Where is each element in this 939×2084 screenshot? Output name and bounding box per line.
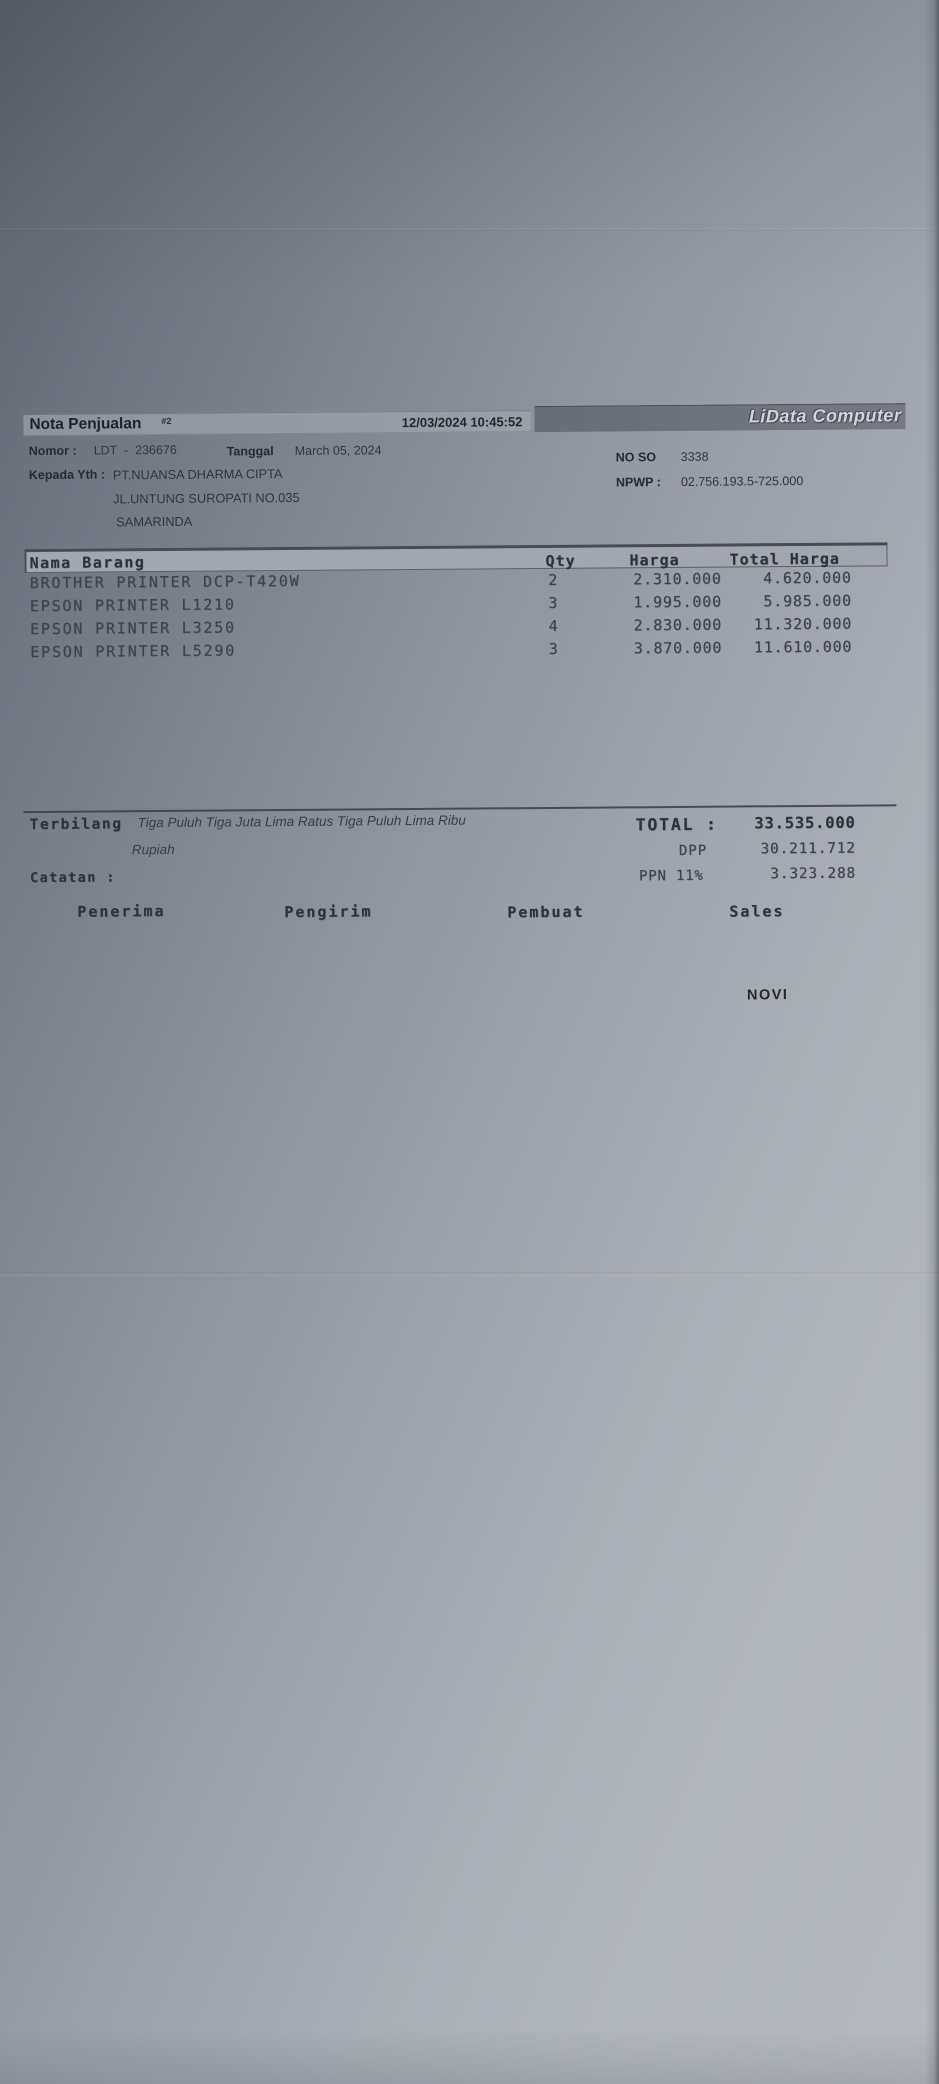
- no-so-value: 3338: [680, 449, 709, 464]
- terbilang-label: Terbilang: [29, 816, 123, 834]
- table-row-qty: 3: [548, 639, 558, 658]
- col-header-nama-barang: Nama Barang: [29, 553, 146, 573]
- signature-pengirim: Pengirim: [284, 902, 373, 922]
- table-row-price: 2.310.000: [633, 569, 722, 589]
- brand-logo: LiData Computer: [748, 405, 902, 427]
- customer-address-line2: SAMARINDA: [116, 513, 193, 530]
- print-timestamp: 12/03/2024 10:45:52: [401, 414, 523, 431]
- tanggal-label: Tanggal: [226, 444, 274, 459]
- signature-sales: Sales: [729, 902, 785, 921]
- table-row-qty: 3: [548, 593, 558, 612]
- signature-penerima: Penerima: [77, 902, 166, 921]
- table-row-price: 1.995.000: [633, 592, 722, 612]
- kepada-label: Kepada Yth :: [28, 467, 106, 483]
- terbilang-text-line2: Rupiah: [131, 841, 175, 858]
- col-header-total-harga: Total Harga: [729, 549, 840, 569]
- signature-pembuat: Pembuat: [507, 902, 585, 922]
- col-header-harga: Harga: [629, 550, 680, 570]
- table-row-name: EPSON PRINTER L3250: [29, 618, 236, 639]
- table-row-total: 5.985.000: [763, 591, 852, 611]
- table-row-qty: 4: [548, 616, 558, 635]
- photo-shadow-top: [0, 0, 939, 300]
- table-row-price: 3.870.000: [633, 638, 723, 658]
- paper-edge-bottom: [0, 2029, 939, 2084]
- nomor-value: LDT - 236676: [93, 442, 177, 458]
- sales-name: NOVI: [746, 987, 789, 1004]
- paper-crease-top: [0, 228, 939, 231]
- table-row-price: 2.830.000: [633, 615, 723, 635]
- brand-bar: LiData Computer: [534, 403, 906, 433]
- document-title: Nota Penjualan: [29, 415, 142, 434]
- table-row-qty: 2: [548, 570, 558, 589]
- paper-edge-right: [925, 0, 939, 2084]
- paper-crease-middle: [0, 1272, 939, 1276]
- table-row-name: BROTHER PRINTER DCP-T420W: [29, 571, 301, 593]
- ppn-value: 3.323.288: [770, 865, 857, 883]
- customer-name: PT.NUANSA DHARMA CIPTA: [112, 466, 283, 483]
- total-value: 33.535.000: [754, 813, 856, 833]
- dpp-label: DPP: [678, 842, 708, 859]
- document-title-bar: Nota Penjualan #2 12/03/2024 10:45:52: [23, 410, 531, 437]
- table-row-name: EPSON PRINTER L1210: [29, 595, 236, 616]
- npwp-value: 02.756.193.5-725.000: [680, 473, 804, 489]
- total-label: TOTAL :: [635, 814, 718, 835]
- ppn-label: PPN 11%: [638, 867, 704, 885]
- customer-address-line1: JL.UNTUNG SUROPATI NO.035: [112, 489, 300, 507]
- table-row-total: 11.320.000: [753, 614, 853, 634]
- npwp-label: NPWP :: [615, 475, 661, 490]
- no-so-label: NO SO: [615, 450, 657, 465]
- document-title-superscript: #2: [161, 415, 172, 427]
- table-row-total: 11.610.000: [753, 637, 853, 657]
- col-header-qty: Qty: [545, 551, 576, 571]
- nomor-label: Nomor :: [28, 443, 77, 459]
- table-row-name: EPSON PRINTER L5290: [30, 641, 237, 662]
- table-row-total: 4.620.000: [763, 568, 852, 588]
- dpp-value: 30.211.712: [760, 840, 856, 858]
- terbilang-text-line1: Tiga Puluh Tiga Juta Lima Ratus Tiga Pul…: [137, 812, 466, 831]
- tanggal-value: March 05, 2024: [294, 443, 382, 458]
- catatan-label: Catatan :: [29, 869, 116, 887]
